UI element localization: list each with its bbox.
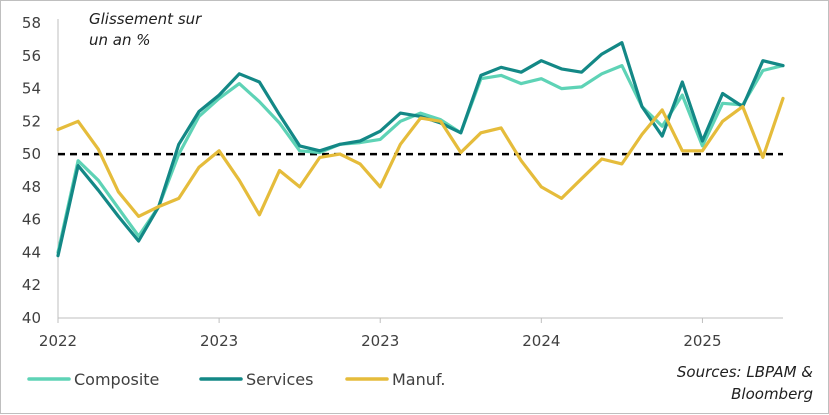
y-tick-label: 50 [22,145,41,163]
x-tick-labels: 2022 2023 2023 2024 2025 [39,332,722,350]
x-tick-label: 2023 [361,332,399,350]
y-tick-label: 40 [22,309,41,327]
y-tick-label: 54 [22,80,41,98]
x-tick-label: 2024 [522,332,560,350]
series-line-services [56,41,785,258]
y-tick-label: 52 [22,112,41,130]
legend-label-services: Services [246,370,313,389]
series-line-composite [56,63,785,254]
x-tick-label: 2023 [200,332,238,350]
y-tick-label: 58 [22,14,41,32]
y-tick-label: 48 [22,178,41,196]
source-line-2: Bloomberg [731,385,813,403]
source-line-1: Sources: LBPAM & [677,363,813,381]
annotation-line-1: Glissement sur [89,10,202,28]
y-tick-label: 44 [22,243,41,261]
annotation-line-2: un an % [89,31,151,49]
axes-layer [57,19,783,323]
series-layer [56,41,785,258]
y-tick-labels: 40 42 44 46 48 50 52 54 56 58 [22,14,41,327]
legend-label-manuf: Manuf. [392,370,445,389]
legend: Composite Services Manuf. [27,370,445,389]
y-tick-label: 46 [22,211,41,229]
y-tick-label: 42 [22,276,41,294]
y-tick-label: 56 [22,47,41,65]
series-line-manuf [56,96,785,218]
x-tick-label: 2022 [39,332,77,350]
legend-label-composite: Composite [74,370,159,389]
x-tick-label: 2025 [683,332,721,350]
